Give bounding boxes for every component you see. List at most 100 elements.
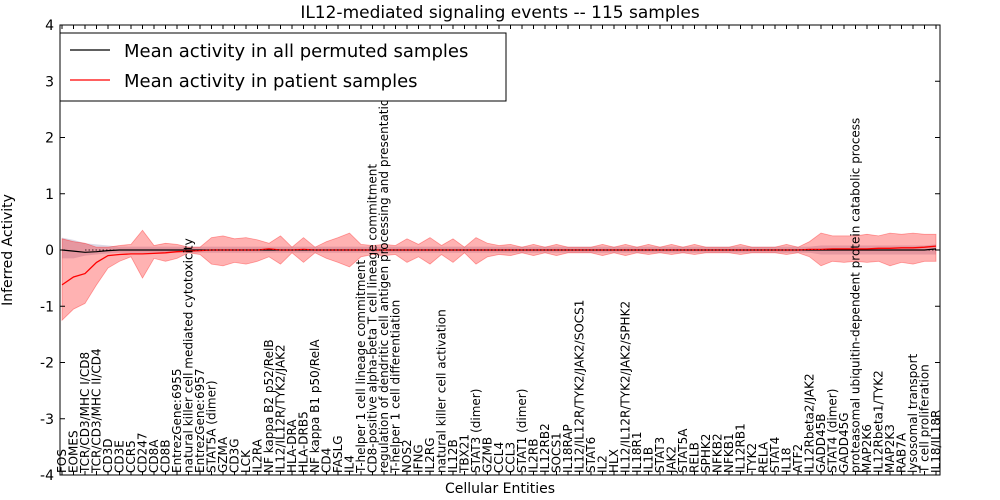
lines-layer bbox=[61, 245, 937, 286]
y-axis: -4 -3 -2 -1 0 1 2 3 4 bbox=[40, 18, 940, 484]
x-tick-label: CCL3 bbox=[504, 442, 518, 473]
x-tick-label: RAB7A bbox=[895, 432, 909, 473]
x-tick-label: EntrezGene:6957 bbox=[193, 369, 207, 474]
x-tick-label: TCR/CD3/MHC II/CD4 bbox=[90, 348, 104, 474]
x-tick-label: IL12/IL12R/TYK2/JAK2/SPHK2 bbox=[619, 301, 633, 473]
x-tick-label: natural killer cell activation bbox=[435, 309, 449, 473]
legend: Mean activity in all permuted samples Me… bbox=[59, 32, 507, 102]
x-tick-label: IL2RB bbox=[527, 439, 541, 473]
legend-label-patient: Mean activity in patient samples bbox=[124, 71, 418, 92]
x-tick-label: FOS bbox=[55, 449, 69, 473]
bands-layer bbox=[61, 229, 937, 322]
x-tick-label: IL18RAP bbox=[561, 424, 575, 473]
x-tick-label: FASLG bbox=[331, 435, 345, 473]
y-tick-label: 3 bbox=[45, 74, 54, 90]
x-tick-label: STAT4 (dimer) bbox=[826, 389, 840, 473]
x-tick-label: CD4 bbox=[320, 448, 334, 473]
x-tick-label: LCK bbox=[239, 449, 253, 473]
x-tick-label: IL12RB2 bbox=[538, 423, 552, 473]
x-tick-label: T-helper 1 cell differentiation bbox=[389, 300, 403, 474]
x-tick-label: HLA-DRA bbox=[285, 419, 299, 473]
x-tick-label: TYK2 bbox=[745, 443, 759, 474]
x-tick-label: proteasomal ubiquitin-dependent protein … bbox=[849, 118, 863, 473]
x-tick-label: HLX bbox=[607, 449, 621, 473]
x-tick-label: NOS2 bbox=[400, 439, 414, 473]
x-tick-label: RELA bbox=[757, 441, 771, 473]
x-tick-label: STAT6 bbox=[584, 437, 598, 473]
x-tick-label: STAT3 (dimer) bbox=[469, 389, 483, 473]
x-tick-label: STAT5A bbox=[676, 428, 690, 473]
x-tick-label: CD8-positive alpha-beta T cell lineage c… bbox=[366, 164, 380, 473]
x-tick-label: GZMA bbox=[216, 436, 230, 473]
x-tick-label: CD8A bbox=[147, 439, 161, 473]
y-tick-label: -1 bbox=[40, 299, 54, 315]
x-tick-label: NF kappa B1 p50/RelA bbox=[308, 339, 322, 473]
x-tick-label: IL2 bbox=[596, 455, 610, 473]
x-tick-label: CD8B bbox=[159, 440, 173, 474]
x-tick-label: MAP2K3 bbox=[883, 424, 897, 473]
x-tick-label: natural killer cell mediated cytotoxicit… bbox=[182, 238, 196, 473]
x-tick-label: NF kappa B2 p52/RelB bbox=[262, 339, 276, 473]
y-tick-label: 4 bbox=[45, 18, 54, 34]
x-tick-label: IL12Rbeta1/TYK2 bbox=[872, 370, 886, 473]
y-tick-label: -4 bbox=[40, 468, 54, 484]
x-tick-label: CD3E bbox=[113, 440, 127, 473]
x-tick-label: IL2RG bbox=[423, 438, 437, 474]
y-tick-label: 0 bbox=[45, 243, 54, 259]
legend-label-permuted: Mean activity in all permuted samples bbox=[124, 41, 468, 62]
x-tick-label: NFKB2 bbox=[711, 433, 725, 473]
x-tick-label: regulation of dendritic cell antigen pro… bbox=[377, 91, 391, 473]
x-tick-label: JAK2 bbox=[665, 446, 679, 474]
chart-title: IL12-mediated signaling events -- 115 sa… bbox=[300, 3, 700, 23]
x-tick-label: GADD45G bbox=[837, 412, 851, 473]
x-tick-label: EntrezGene:6955 bbox=[170, 369, 184, 474]
x-tick-label: TCR/CD3/MHC I/CD8 bbox=[78, 352, 92, 474]
x-tick-label: T-helper 1 cell lineage commitment bbox=[354, 260, 368, 474]
x-axis-title: Cellular Entities bbox=[445, 481, 555, 497]
x-tick-label: IL18R1 bbox=[630, 432, 644, 473]
x-tick-label: GADD45B bbox=[814, 414, 828, 474]
x-tick-label: IL12/IL12R/TYK2/JAK2/SOCS1 bbox=[573, 300, 587, 473]
x-tick-label: IL18/IL18R bbox=[929, 410, 943, 473]
x-tick-label: SOCS1 bbox=[550, 432, 564, 473]
x-tick-label: RELB bbox=[688, 442, 702, 473]
patient-band bbox=[61, 229, 937, 322]
permuted-band bbox=[62, 237, 936, 259]
x-tick-label: TBX21 bbox=[458, 434, 472, 474]
x-tick-label: CD3G bbox=[228, 438, 242, 473]
x-tick-label: IFNG bbox=[412, 444, 426, 473]
y-tick-label: 1 bbox=[45, 187, 54, 203]
x-tick-label: STAT5A (dimer) bbox=[205, 380, 219, 473]
x-tick-label: CD247 bbox=[136, 432, 150, 473]
x-tick-label: GZMB bbox=[481, 437, 495, 473]
y-tick-label: -3 bbox=[40, 412, 54, 428]
x-tick-label: IL2RA bbox=[251, 438, 265, 473]
x-tick-label: CCL4 bbox=[492, 442, 506, 473]
x-tick-label: IL4 bbox=[343, 455, 357, 473]
x-tick-label: CD3D bbox=[101, 439, 115, 474]
x-tick-label: HLA-DRB5 bbox=[297, 411, 311, 473]
x-tick-label: IL1B bbox=[642, 447, 656, 473]
legend-box bbox=[59, 32, 507, 102]
x-tick-label: CCR5 bbox=[124, 440, 138, 473]
x-tick-label: lysosomal transport bbox=[906, 353, 920, 473]
x-tick-label: STAT3 bbox=[653, 437, 667, 473]
x-tick-label: IL12Rbeta2/JAK2 bbox=[803, 373, 817, 473]
x-tick-label: T cell proliferation bbox=[918, 364, 932, 474]
x-tick-label: STAT4 bbox=[768, 437, 782, 473]
x-tick-label: IL12RB1 bbox=[734, 423, 748, 473]
x-tick-label: IL12/IL12R/TYK2/JAK2 bbox=[274, 344, 288, 473]
x-tick-label: STAT1 (dimer) bbox=[515, 389, 529, 473]
x-tick-label: MAP2K6 bbox=[860, 424, 874, 473]
x-tick-label: SPHK2 bbox=[699, 434, 713, 473]
x-tick-label: IL12B bbox=[446, 439, 460, 473]
x-tick-label: NFKB1 bbox=[722, 433, 736, 473]
y-tick-label: 2 bbox=[45, 131, 54, 147]
x-tick-label: IL18 bbox=[780, 448, 794, 474]
y-tick-label: -2 bbox=[40, 356, 54, 372]
x-tick-label: ATF2 bbox=[791, 444, 805, 473]
x-tick-label: EOMES bbox=[67, 430, 81, 473]
y-axis-title: Inferred Activity bbox=[0, 194, 16, 306]
